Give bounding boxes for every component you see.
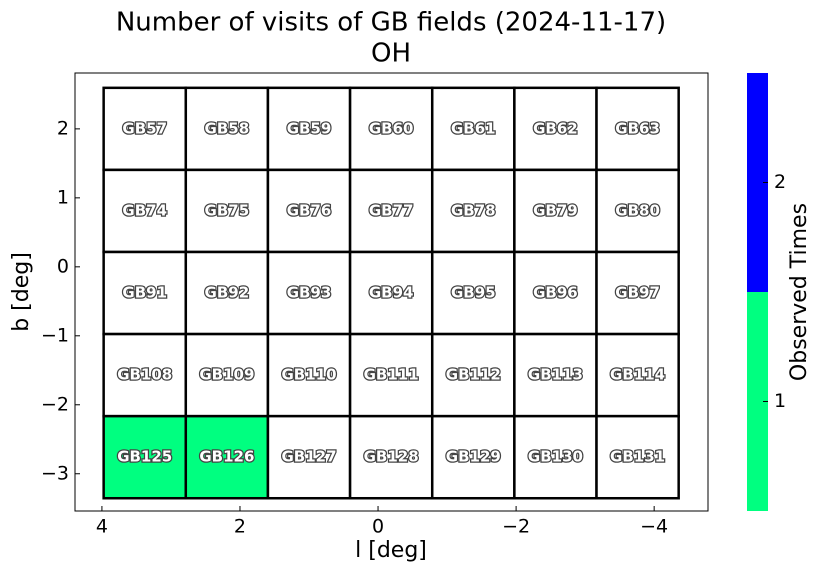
field-cell (430, 168, 516, 254)
field-label: GB75 (205, 201, 250, 219)
field-label: GB91 (122, 284, 167, 302)
field-cell (184, 86, 270, 172)
y-tick-label: −2 (41, 393, 69, 415)
field-label: GB130 (528, 448, 583, 466)
field-cell (102, 168, 188, 254)
field-label: GB114 (610, 366, 665, 384)
field-cell (266, 168, 352, 254)
field-label: GB74 (122, 201, 167, 219)
y-tick-label: 2 (57, 117, 69, 139)
field-label: GB97 (615, 284, 660, 302)
field-cell (266, 414, 352, 500)
field-label: GB109 (199, 366, 254, 384)
field-cell (184, 250, 270, 336)
field-cell (513, 414, 598, 500)
field-label: GB108 (117, 366, 172, 384)
field-label: GB128 (364, 448, 419, 466)
colorbar-segment (747, 292, 768, 511)
field-label: GB110 (281, 366, 336, 384)
field-cell (595, 168, 680, 254)
field-cell (102, 332, 188, 418)
field-cell (266, 250, 352, 336)
field-cell (595, 414, 680, 500)
field-label: GB113 (528, 366, 583, 384)
chart-title: Number of visits of GB fields (2024-11-1… (116, 8, 666, 38)
field-label: GB94 (369, 284, 414, 302)
colorbar-label: Observed Times (787, 203, 812, 381)
field-label: GB63 (615, 119, 660, 137)
y-axis-label: b [deg] (9, 252, 34, 332)
field-label: GB80 (615, 201, 660, 219)
field-cell (430, 250, 516, 336)
field-label: GB57 (122, 119, 167, 137)
field-label: GB125 (117, 448, 172, 466)
field-label: GB127 (281, 448, 336, 466)
field-label: GB112 (446, 366, 501, 384)
chart-subtitle: OH (371, 39, 411, 69)
field-cell (513, 332, 598, 418)
x-tick-label: −4 (640, 516, 668, 538)
x-axis-label: l [deg] (355, 538, 427, 563)
field-cell (184, 332, 270, 418)
field-cell (595, 250, 680, 336)
field-label: GB129 (446, 448, 501, 466)
colorbar-tick-label: 2 (774, 171, 786, 193)
plot-frame (74, 72, 709, 512)
field-label: GB92 (205, 284, 250, 302)
field-label: GB96 (533, 284, 578, 302)
field-label: GB59 (287, 119, 332, 137)
x-tick-label: 4 (96, 516, 108, 538)
field-cell (102, 414, 188, 500)
field-label: GB78 (451, 201, 496, 219)
x-tick-label: −2 (502, 516, 530, 538)
field-label: GB93 (287, 284, 332, 302)
field-cell (102, 86, 188, 172)
field-label: GB61 (451, 119, 496, 137)
y-tick-label: 0 (57, 255, 69, 277)
field-label: GB62 (533, 119, 578, 137)
colorbar-tick-label: 1 (774, 390, 786, 412)
x-tick-label: 0 (372, 516, 384, 538)
field-label: GB79 (533, 201, 578, 219)
field-label: GB111 (364, 366, 419, 384)
y-tick-label: −1 (41, 324, 69, 346)
field-label: GB95 (451, 284, 496, 302)
x-tick-label: 2 (234, 516, 246, 538)
field-label: GB58 (205, 119, 250, 137)
field-label: GB76 (287, 201, 332, 219)
field-label: GB131 (610, 448, 665, 466)
field-cell (513, 86, 598, 172)
y-tick-label: 1 (57, 186, 69, 208)
field-label: GB126 (199, 448, 254, 466)
field-label: GB77 (369, 201, 414, 219)
field-label: GB60 (369, 119, 414, 137)
y-tick-label: −3 (41, 462, 69, 484)
field-cell (513, 250, 598, 336)
colorbar-segment (747, 73, 768, 292)
